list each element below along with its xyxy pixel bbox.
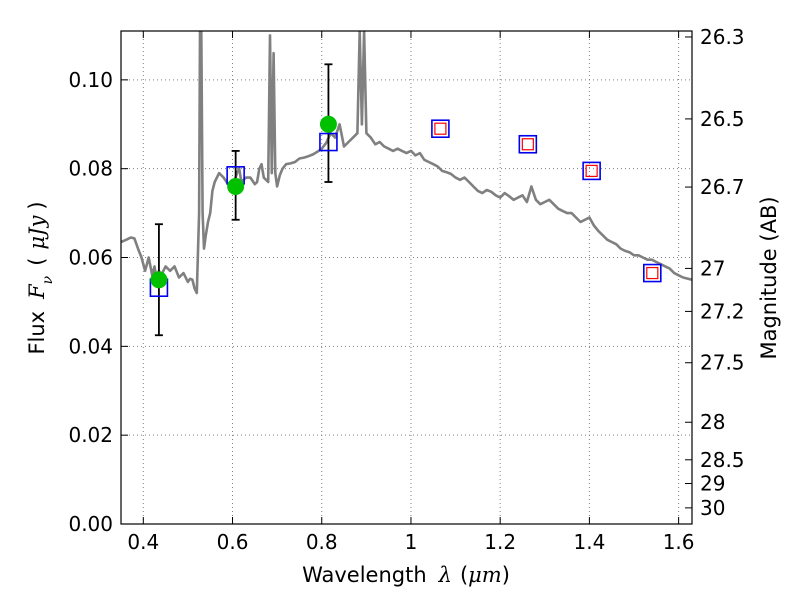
y2-tick-label: 26.7 xyxy=(700,175,745,199)
y-tick-label: 0.04 xyxy=(68,334,113,358)
x-tick-label: 1 xyxy=(405,530,418,554)
x-tick-label: 1.6 xyxy=(663,530,695,554)
x-tick-label: 0.6 xyxy=(217,530,249,554)
x-tick-label: 0.4 xyxy=(127,530,159,554)
y2-tick-label: 26.3 xyxy=(700,25,745,49)
y2-tick-label: 29 xyxy=(700,471,725,495)
predicted-flux-marker xyxy=(647,268,658,279)
plot-frame xyxy=(121,31,692,524)
y-tick-label: 0.08 xyxy=(68,157,113,181)
x-tick-label: 0.8 xyxy=(306,530,338,554)
y2-tick-label: 27.2 xyxy=(700,299,745,323)
sed-chart: 0.4 0.6 0.8 1 1.2 1.4 1.6 0.00 0.02 0.04 0.06 0.08 0… xyxy=(0,0,800,600)
predicted-flux-marker xyxy=(586,165,597,176)
predicted-flux-marker xyxy=(522,139,533,150)
y-tick-label: 0.00 xyxy=(68,512,113,536)
predicted-flux-marker xyxy=(435,123,446,134)
model-sed-layer xyxy=(121,31,692,293)
y2-tick-label: 27.5 xyxy=(700,351,745,375)
y-tick-label: 0.10 xyxy=(68,68,113,92)
photometry-layer xyxy=(150,64,660,335)
grid-lines xyxy=(121,31,692,524)
y-axis-title: FluxFν(μJy) xyxy=(25,201,56,354)
x-tick-label: 1.4 xyxy=(573,530,605,554)
y-tick-label: 0.02 xyxy=(68,423,113,447)
observed-flux-marker xyxy=(151,272,167,288)
y2-tick-label: 28 xyxy=(700,410,725,434)
y2-axis-title: Magnitude (AB) xyxy=(757,196,781,359)
y2-tick-label: 30 xyxy=(700,496,725,520)
y2-tick-label: 28.5 xyxy=(700,448,745,472)
y2-tick-label: 27 xyxy=(700,256,725,280)
observed-flux-marker xyxy=(320,116,336,132)
observed-flux-marker xyxy=(228,178,244,194)
axis-ticks: 0.4 0.6 0.8 1 1.2 1.4 1.6 0.00 0.02 0.04 0.06 0.08 0… xyxy=(68,25,744,554)
y2-tick-label: 26.5 xyxy=(700,107,745,131)
model-sed-curve xyxy=(121,31,692,293)
x-tick-label: 1.2 xyxy=(484,530,516,554)
y-tick-label: 0.06 xyxy=(68,246,113,270)
x-axis-title: Wavelength λ (μm) xyxy=(302,563,510,587)
